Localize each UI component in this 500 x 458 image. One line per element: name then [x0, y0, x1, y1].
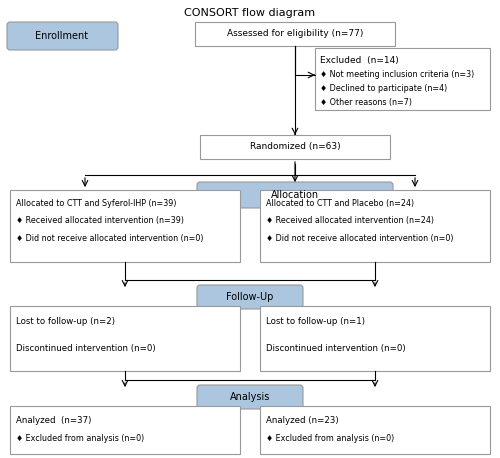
Bar [195, 22, 395, 46]
Bar [260, 190, 490, 262]
Bar [315, 48, 490, 110]
Bar [10, 406, 240, 454]
Text: Discontinued intervention (n=0): Discontinued intervention (n=0) [16, 344, 156, 353]
Text: Randomized (n=63): Randomized (n=63) [250, 142, 340, 152]
Text: Enrollment: Enrollment [36, 31, 88, 41]
FancyBboxPatch shape [197, 182, 393, 208]
Text: ♦ Did not receive allocated intervention (n=0): ♦ Did not receive allocated intervention… [266, 234, 454, 243]
FancyBboxPatch shape [197, 385, 303, 409]
Text: Lost to follow-up (n=2): Lost to follow-up (n=2) [16, 317, 115, 326]
Text: Allocation: Allocation [271, 190, 319, 200]
Text: ♦ Did not receive allocated intervention (n=0): ♦ Did not receive allocated intervention… [16, 234, 204, 243]
Text: Discontinued intervention (n=0): Discontinued intervention (n=0) [266, 344, 406, 353]
Text: Allocated to CTT and Syferol-IHP (n=39): Allocated to CTT and Syferol-IHP (n=39) [16, 199, 176, 208]
Bar [200, 135, 390, 159]
FancyBboxPatch shape [7, 22, 118, 50]
Text: Assessed for eligibility (n=77): Assessed for eligibility (n=77) [227, 29, 363, 38]
Text: Analyzed (n=23): Analyzed (n=23) [266, 416, 338, 425]
Text: Analysis: Analysis [230, 392, 270, 402]
Text: ♦ Received allocated intervention (n=24): ♦ Received allocated intervention (n=24) [266, 216, 434, 225]
Text: Analyzed  (n=37): Analyzed (n=37) [16, 416, 92, 425]
Bar [10, 190, 240, 262]
Text: ♦ Not meeting inclusion criteria (n=3): ♦ Not meeting inclusion criteria (n=3) [320, 70, 474, 79]
Text: ♦ Received allocated intervention (n=39): ♦ Received allocated intervention (n=39) [16, 216, 184, 225]
Text: Lost to follow-up (n=1): Lost to follow-up (n=1) [266, 317, 365, 326]
FancyBboxPatch shape [197, 285, 303, 309]
Bar [260, 406, 490, 454]
Text: ♦ Declined to participate (n=4): ♦ Declined to participate (n=4) [320, 84, 448, 93]
Text: ♦ Other reasons (n=7): ♦ Other reasons (n=7) [320, 98, 412, 107]
Text: CONSORT flow diagram: CONSORT flow diagram [184, 8, 316, 18]
Bar [260, 306, 490, 371]
Text: ♦ Excluded from analysis (n=0): ♦ Excluded from analysis (n=0) [16, 434, 144, 443]
Bar [10, 306, 240, 371]
Text: Allocated to CTT and Placebo (n=24): Allocated to CTT and Placebo (n=24) [266, 199, 414, 208]
Text: ♦ Excluded from analysis (n=0): ♦ Excluded from analysis (n=0) [266, 434, 394, 443]
Text: Follow-Up: Follow-Up [226, 292, 274, 302]
Text: Excluded  (n=14): Excluded (n=14) [320, 56, 399, 65]
